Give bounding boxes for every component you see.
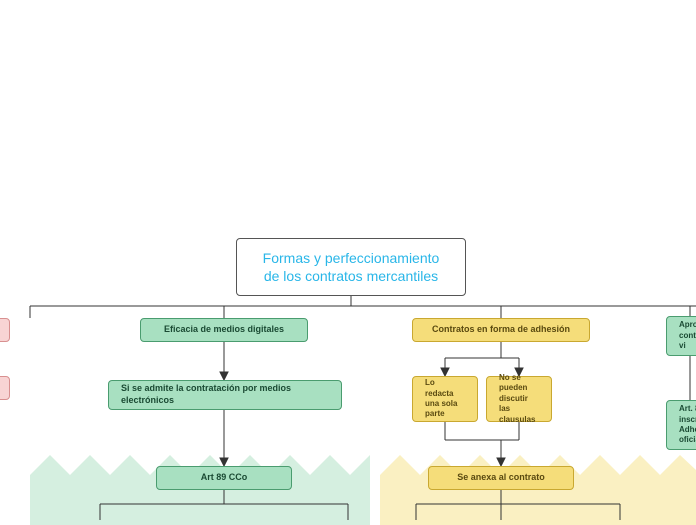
node-si-admite: Si se admite la contratación por medios … (108, 380, 342, 410)
root-node: Formas y perfeccionamiento de los contra… (236, 238, 466, 296)
node-eficacia: Eficacia de medios digitales (140, 318, 308, 342)
node-aprob: Aprob contr la vi (666, 316, 696, 356)
node-contratos-adhesion: Contratos en forma de adhesión (412, 318, 590, 342)
node-art86: Art. 86 inscrip Adhesi oficial (666, 400, 696, 450)
node-art89: Art 89 CCo (156, 466, 292, 490)
node-no-pueden: No se pueden discutir las clausulas (486, 376, 552, 422)
node-pink-1 (0, 318, 10, 342)
node-lo-redacta: Lo redacta una sola parte (412, 376, 478, 422)
node-pink-2 (0, 376, 10, 400)
node-se-anexa: Se anexa al contrato (428, 466, 574, 490)
